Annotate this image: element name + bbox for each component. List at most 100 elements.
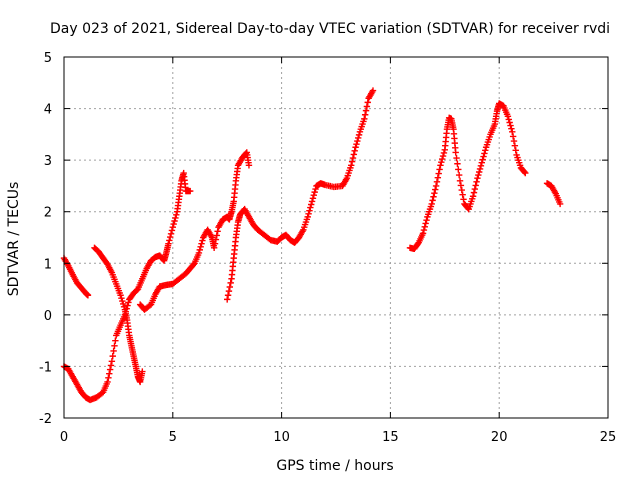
data-point	[197, 243, 204, 250]
data-point	[353, 140, 360, 148]
data-point	[433, 178, 441, 186]
data-point	[507, 122, 514, 129]
data-point	[439, 152, 447, 160]
data-points	[60, 87, 564, 404]
data-point	[470, 189, 478, 196]
chart-title: Day 023 of 2021, Sidereal Day-to-day VTE…	[50, 21, 610, 37]
data-point	[111, 342, 118, 349]
data-point	[355, 131, 363, 139]
data-point	[306, 207, 313, 214]
data-point	[170, 220, 177, 228]
y-tick-label: 4	[44, 103, 52, 118]
data-point	[117, 292, 124, 299]
data-point	[421, 223, 428, 230]
data-point	[481, 150, 488, 157]
data-point	[504, 113, 512, 120]
data-point	[118, 294, 125, 302]
data-point	[311, 188, 318, 196]
data-point	[304, 213, 311, 221]
y-tick-label: 0	[44, 309, 52, 324]
data-point	[307, 204, 314, 211]
data-point	[478, 159, 485, 166]
data-point	[361, 115, 368, 123]
data-point	[428, 200, 435, 208]
data-point	[522, 169, 529, 177]
data-point	[109, 352, 116, 360]
data-point	[456, 177, 464, 184]
x-tick-label: 5	[169, 430, 177, 445]
data-point	[430, 193, 437, 200]
data-point	[106, 366, 114, 373]
data-point	[104, 378, 111, 386]
data-point	[173, 211, 180, 219]
data-point	[168, 227, 176, 234]
data-point	[556, 200, 564, 208]
data-point	[454, 160, 461, 167]
data-point	[212, 236, 220, 243]
data-point	[521, 168, 528, 176]
data-point	[361, 111, 369, 118]
data-point	[196, 246, 203, 254]
data-point	[479, 156, 486, 163]
data-point	[459, 191, 466, 198]
data-point	[508, 125, 515, 132]
data-point	[125, 299, 132, 306]
grid	[64, 57, 608, 418]
data-point	[435, 170, 442, 177]
y-tick-label: -2	[39, 412, 52, 427]
data-point	[420, 226, 428, 234]
data-point	[363, 103, 371, 110]
data-point	[429, 197, 436, 204]
data-point	[362, 107, 370, 114]
y-tick-label: 2	[44, 206, 52, 221]
x-tick-label: 25	[600, 430, 617, 445]
x-tick-label: 15	[382, 430, 399, 445]
data-point	[354, 137, 361, 145]
data-point	[165, 240, 172, 247]
data-point	[307, 201, 315, 208]
data-point	[452, 149, 459, 156]
data-point	[224, 296, 231, 303]
data-point	[309, 195, 317, 202]
data-point	[438, 155, 446, 163]
data-point	[112, 337, 119, 344]
data-point	[471, 185, 479, 193]
data-point	[348, 158, 356, 165]
data-point	[139, 368, 146, 375]
data-point	[172, 214, 179, 222]
data-point	[310, 192, 318, 199]
data-point	[224, 292, 232, 299]
y-tick-label: 3	[44, 154, 52, 169]
data-point	[171, 217, 178, 225]
data-point	[166, 237, 173, 244]
x-tick-label: 20	[491, 430, 508, 445]
data-point	[226, 283, 234, 291]
data-point	[480, 153, 487, 160]
data-point	[364, 99, 371, 106]
data-point	[199, 237, 206, 244]
data-point	[434, 174, 442, 181]
y-tick-label: -1	[39, 360, 52, 375]
data-point	[432, 186, 439, 193]
plot-frame	[63, 56, 609, 419]
data-point	[227, 279, 234, 287]
data-point	[510, 137, 518, 145]
data-point	[107, 362, 115, 369]
data-point	[509, 133, 517, 140]
y-tick-label: 5	[44, 51, 52, 66]
data-point	[474, 174, 481, 182]
data-point	[108, 358, 116, 365]
data-point	[245, 162, 253, 169]
data-point	[440, 149, 448, 157]
data-point	[187, 187, 194, 195]
x-tick-label: 10	[273, 430, 290, 445]
data-point	[438, 159, 445, 166]
data-point	[509, 128, 516, 135]
data-point	[422, 220, 429, 227]
data-point	[473, 178, 480, 186]
data-point	[437, 162, 444, 169]
data-point	[211, 240, 219, 247]
data-point	[352, 144, 359, 151]
data-point	[198, 240, 205, 247]
